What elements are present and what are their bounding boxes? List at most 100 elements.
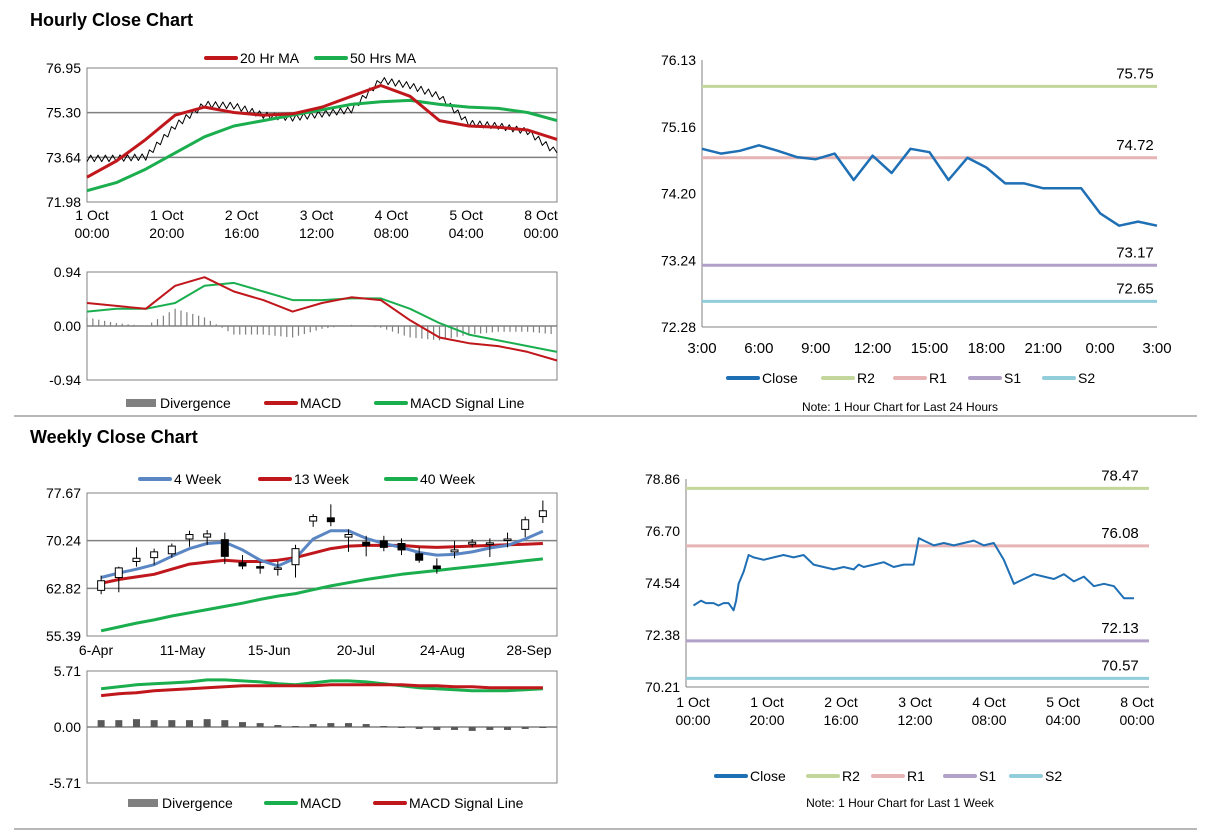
- hourly-level-label-r2: 75.75: [1116, 65, 1154, 82]
- weekly-level-label-s1: 72.13: [1101, 620, 1139, 637]
- weekly-legend-13-week-label: 13 Week: [294, 471, 350, 487]
- hourly-price-xtick-label: 04:00: [449, 225, 484, 241]
- hourly-macd-series: [86, 276, 558, 362]
- weekly-divergence-bar: [309, 724, 317, 727]
- weekly-divergence-bar: [398, 727, 406, 728]
- weekly-candle-body: [238, 562, 247, 567]
- weekly-candle-body: [468, 541, 477, 545]
- hourly-level-label-s1: 73.17: [1116, 244, 1154, 261]
- hourly-levels-ytick-label: 75.16: [661, 119, 696, 135]
- weekly-divergence-bar: [362, 724, 370, 727]
- weekly-legend-divergence-label: Divergence: [162, 795, 233, 811]
- hourly-levels-xtick-label: 21:00: [1024, 340, 1062, 357]
- hourly-levels-ytick-label: 76.13: [661, 52, 696, 68]
- weekly-level-label-r1: 76.08: [1101, 525, 1139, 542]
- weekly-candle-body: [132, 557, 141, 562]
- weekly-candle-body: [150, 551, 159, 559]
- weekly-levels-legend-s1-label: S1: [979, 768, 996, 784]
- weekly-levels-xtick-label: 08:00: [971, 712, 1006, 728]
- hourly-levels-legend-r2-label: R2: [857, 370, 875, 386]
- hourly-50-hrs-ma-series: [86, 98, 558, 193]
- weekly-legend-40-week-label: 40 Week: [420, 471, 476, 487]
- hourly-levels-legend-close-label: Close: [762, 370, 798, 386]
- weekly-divergence-bar: [380, 726, 388, 728]
- hourly-price-xtick-label: 20:00: [149, 225, 184, 241]
- weekly-levels-ytick-label: 72.38: [645, 627, 680, 643]
- weekly-candle-body: [309, 516, 318, 522]
- hourly-macd-ytick-label: 0.94: [54, 264, 81, 280]
- weekly-levels-xtick-label: 8 Oct: [1120, 694, 1154, 710]
- weekly-divergence-bar: [238, 722, 246, 727]
- hourly-price-xtick-label: 2 Oct: [225, 207, 259, 223]
- weekly-levels-xtick-label: 5 Oct: [1046, 694, 1080, 710]
- weekly-divergence-bar: [274, 725, 282, 727]
- hourly-levels-ytick-label: 72.28: [661, 319, 696, 335]
- hourly-legend-divergence-label: Divergence: [160, 395, 231, 411]
- weekly-divergence-bar: [451, 727, 459, 730]
- hourly-level-label-r1: 74.72: [1116, 137, 1154, 154]
- weekly-divergence-bar: [291, 726, 299, 728]
- weekly-price-ytick-label: 55.39: [46, 628, 81, 644]
- weekly-candle-body: [344, 534, 353, 538]
- hourly-price-xtick-label: 8 Oct: [524, 207, 558, 223]
- hourly-levels-ytick-label: 74.20: [661, 186, 696, 202]
- weekly-macd-ytick-label: -5.71: [49, 775, 81, 791]
- weekly-levels-xtick-label: 12:00: [897, 712, 932, 728]
- weekly-candle-body: [273, 567, 282, 570]
- hourly-section-title: Hourly Close Chart: [30, 10, 193, 30]
- weekly-candle-body: [291, 548, 300, 566]
- weekly-levels-xtick-label: 04:00: [1045, 712, 1080, 728]
- weekly-divergence-bar: [433, 727, 441, 730]
- hourly-levels-close-series: [701, 144, 1158, 227]
- weekly-legend-4-week-label: 4 Week: [174, 471, 222, 487]
- hourly-price-xtick-label: 1 Oct: [150, 207, 184, 223]
- weekly-divergence-bar: [256, 723, 264, 727]
- weekly-levels-ytick-label: 70.21: [645, 679, 680, 695]
- weekly-divergence-bar: [539, 727, 547, 728]
- weekly-divergence-bar: [97, 720, 105, 727]
- hourly-price-xtick-label: 08:00: [374, 225, 409, 241]
- weekly-levels-xtick-label: 16:00: [823, 712, 858, 728]
- hourly-legend-macd-signal-label: MACD Signal Line: [410, 395, 525, 411]
- hourly-price-xtick-label: 12:00: [299, 225, 334, 241]
- hourly-level-label-s2: 72.65: [1116, 280, 1154, 297]
- hourly-legend-macd-label: MACD: [300, 395, 341, 411]
- hourly-price-xtick-label: 3 Oct: [300, 207, 334, 223]
- hourly-macd-ytick-label: -0.94: [49, 372, 81, 388]
- weekly-level-label-s2: 70.57: [1101, 657, 1139, 674]
- weekly-price-xtick-label: 24-Aug: [420, 642, 465, 658]
- weekly-candle-body: [450, 549, 459, 553]
- weekly-13-week-series: [100, 542, 543, 585]
- weekly-legend-macd-signal-label: MACD Signal Line: [409, 795, 524, 811]
- hourly-levels-xtick-label: 18:00: [968, 340, 1006, 357]
- weekly-divergence-bar: [168, 720, 176, 727]
- weekly-levels-xtick-label: 1 Oct: [750, 694, 784, 710]
- weekly-legend-macd-label: MACD: [300, 795, 341, 811]
- hourly-price-ytick-label: 71.98: [46, 194, 81, 210]
- hourly-price-ytick-label: 75.30: [46, 105, 81, 121]
- weekly-price-xtick-label: 15-Jun: [248, 642, 291, 658]
- weekly-divergence-bar: [468, 727, 476, 731]
- weekly-legend-divergence-swatch: [128, 799, 158, 807]
- hourly-levels-legend-s2-label: S2: [1078, 370, 1095, 386]
- weekly-levels-legend-r1-label: R1: [907, 768, 925, 784]
- hourly-price-xtick-label: 00:00: [74, 225, 109, 241]
- weekly-levels-xtick-label: 3 Oct: [898, 694, 932, 710]
- hourly-levels-xtick-label: 15:00: [911, 340, 949, 357]
- hourly-levels-ytick-label: 73.24: [661, 252, 696, 268]
- hourly-macd-signal-series: [86, 281, 558, 353]
- hourly-levels-legend-r1-label: R1: [929, 370, 947, 386]
- weekly-levels-ytick-label: 76.70: [645, 523, 680, 539]
- weekly-divergence-bar: [185, 720, 193, 727]
- hourly-price-xtick-label: 00:00: [523, 225, 558, 241]
- weekly-levels-ytick-label: 78.86: [645, 471, 680, 487]
- weekly-candle-body: [114, 567, 123, 579]
- weekly-divergence-bar: [521, 727, 529, 729]
- hourly-price-ytick-label: 76.95: [46, 60, 81, 76]
- weekly-price-xtick-label: 28-Sep: [506, 642, 551, 658]
- weekly-candle-body: [326, 517, 335, 523]
- weekly-levels-xtick-label: 00:00: [1119, 712, 1154, 728]
- weekly-macd-ytick-label: 0.00: [54, 719, 81, 735]
